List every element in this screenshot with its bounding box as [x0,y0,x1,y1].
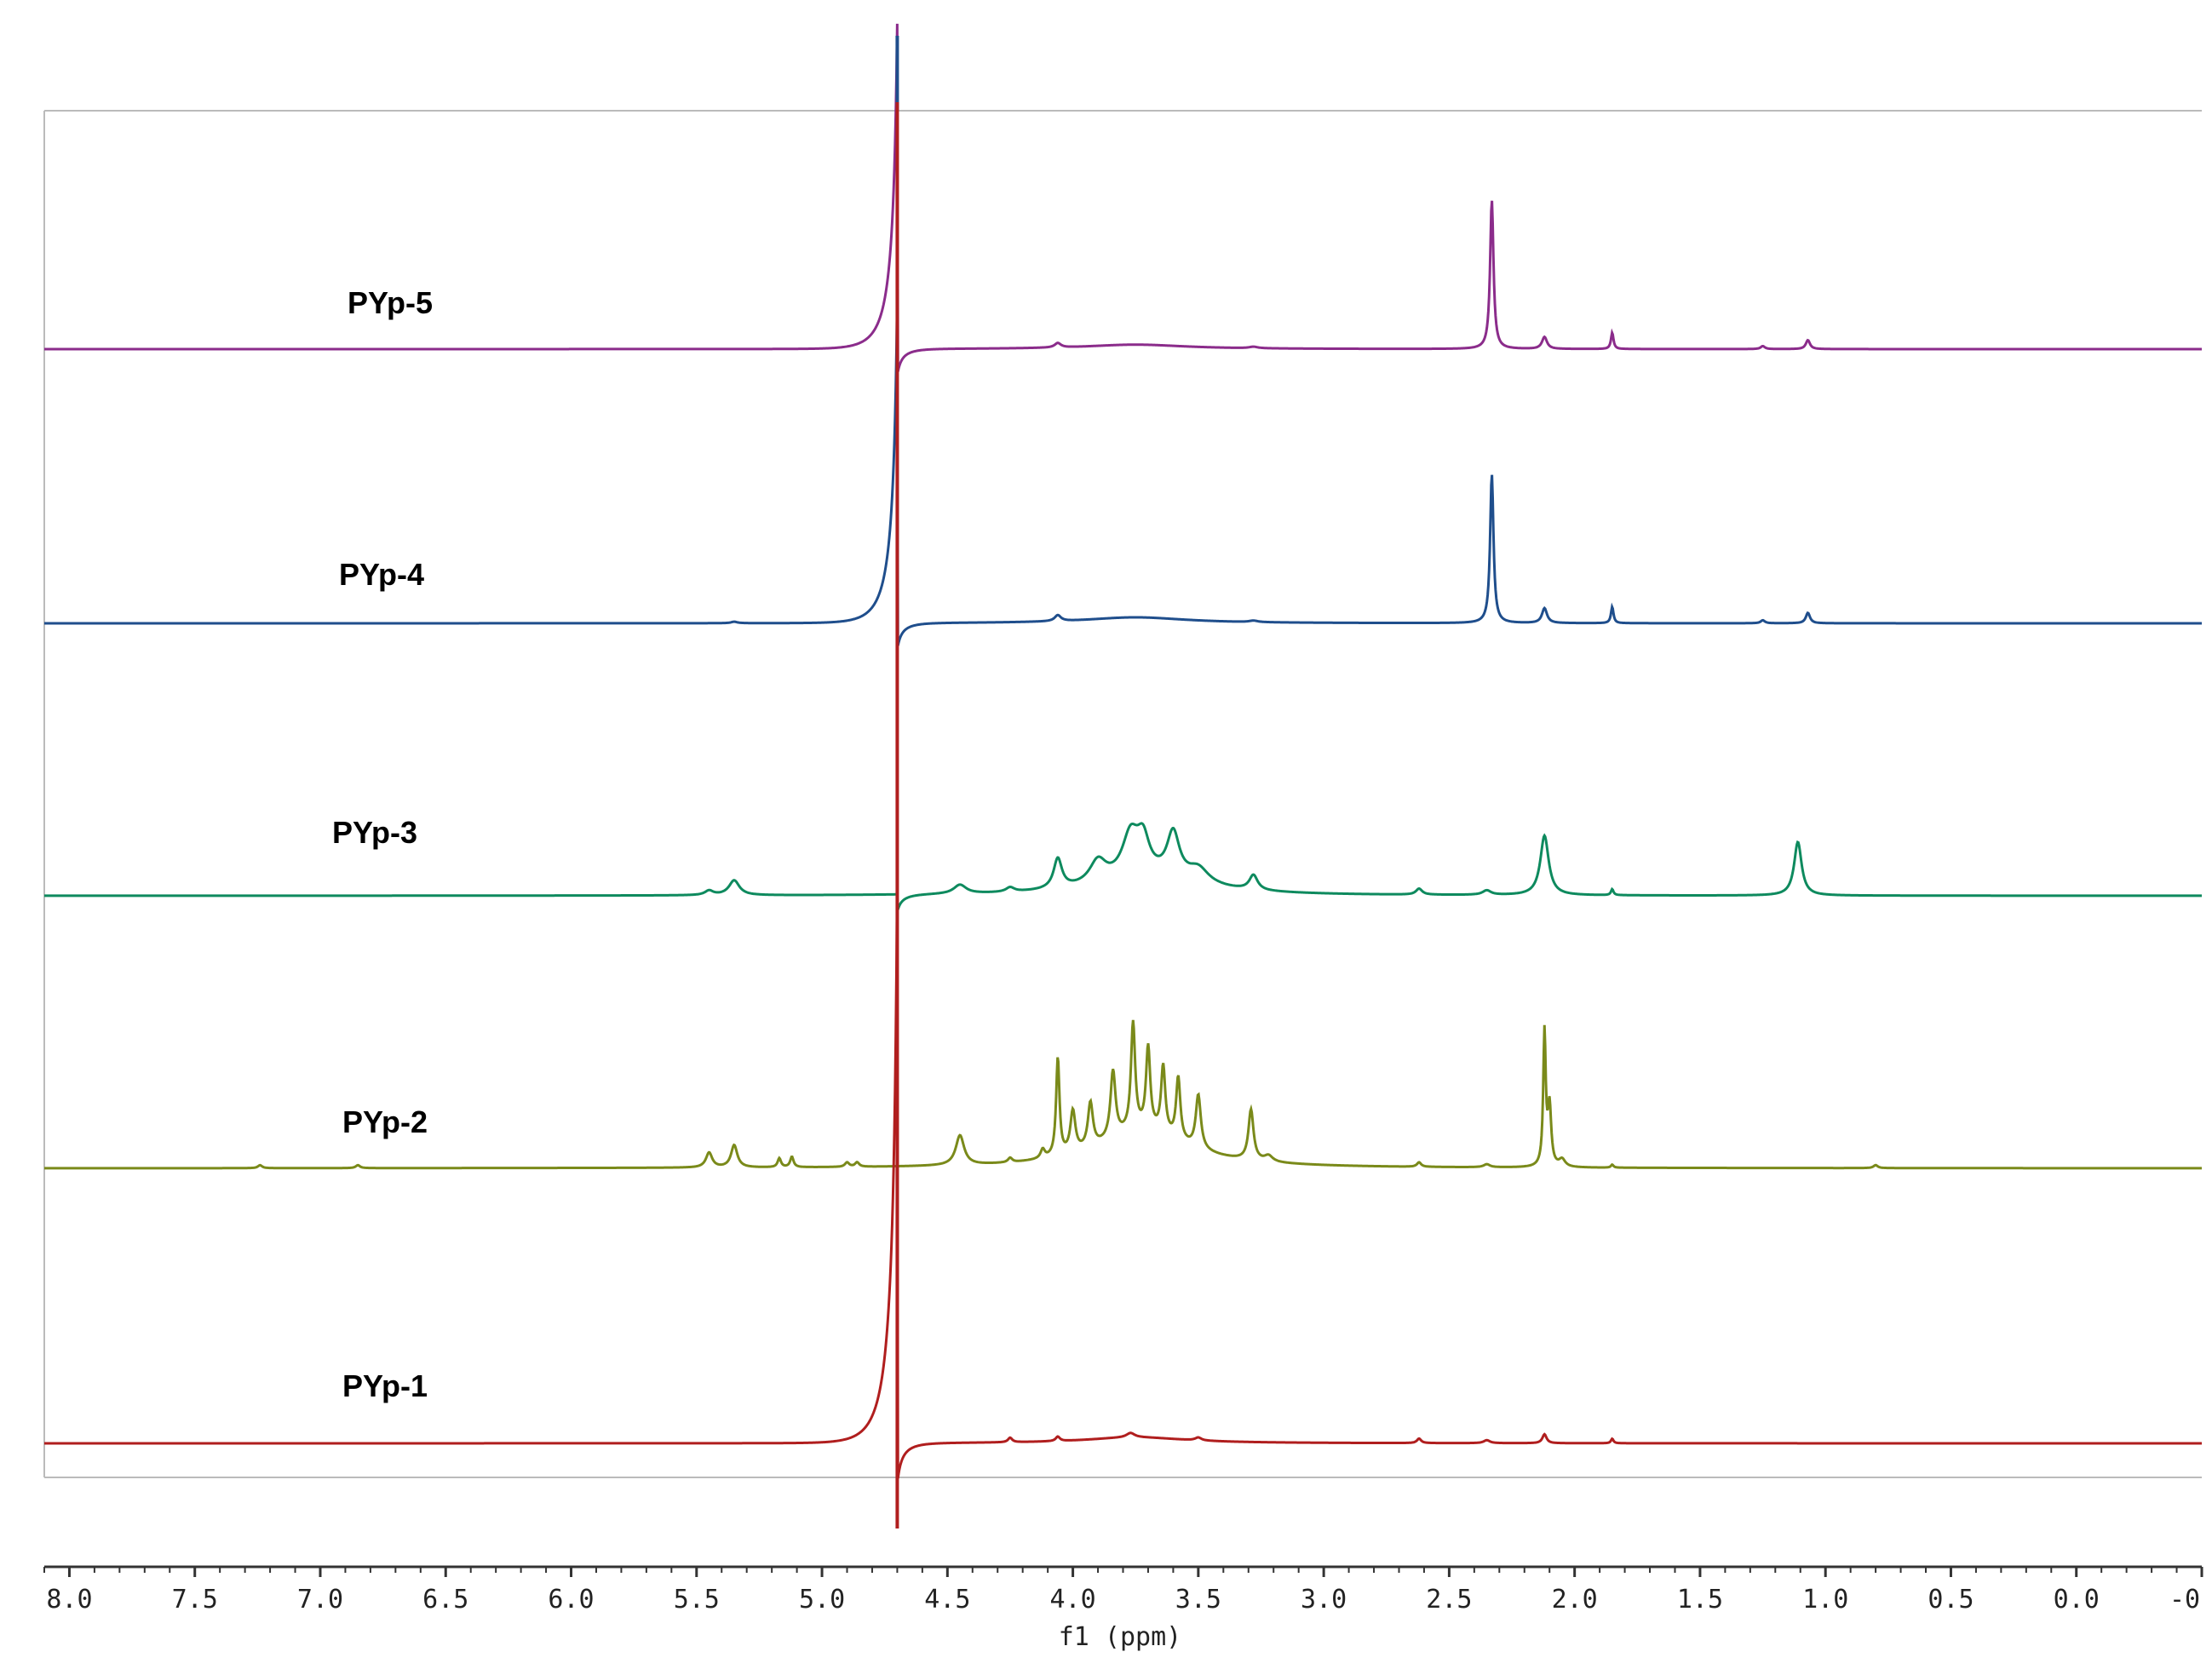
x-tick-label: 5.5 [674,1585,720,1615]
x-tick-label: 4.0 [1049,1585,1095,1615]
x-tick-label: 1.5 [1677,1585,1723,1615]
x-tick-label: 3.0 [1301,1585,1347,1615]
trace-label-pyp-4: PYp-4 [339,557,424,592]
x-axis-title: f1 (ppm) [1059,1622,1182,1652]
trace-label-pyp-1: PYp-1 [342,1368,428,1403]
x-tick-label: 5.0 [799,1585,845,1615]
x-axis: 8.0 7.5 7.0 6.5 6.0 5.5 5.0 4.5 4.0 3.5 3.0 2.5 2.0 1… [43,1565,2203,1652]
trace-label-pyp-5: PYp-5 [348,285,433,320]
x-axis-ticks: 8.0 7.5 7.0 6.5 6.0 5.5 5.0 4.5 4.0 3.5 3.0 2.5 2.0 1… [43,1567,2203,1615]
spectrum-trace-pyp-1 [44,881,2202,1479]
x-tick-label: 8.0 [46,1585,92,1615]
x-tick-label: 2.0 [1552,1585,1598,1615]
trace-labels: PYp-5 PYp-4 PYp-3 PYp-2 PYp-1 [332,285,433,1403]
trace-label-pyp-2: PYp-2 [342,1104,428,1139]
spectra-layer [44,23,2202,1528]
x-tick-label: 7.5 [172,1585,218,1615]
spectrum-trace-pyp-5 [44,23,2202,372]
x-tick-label: 4.5 [924,1585,970,1615]
spectrum-trace-pyp-3 [44,822,2202,910]
spectrum-trace-pyp-2 [44,1019,2202,1170]
x-tick-label: 1.0 [1802,1585,1848,1615]
x-tick-label: 7.0 [297,1585,343,1615]
x-tick-label: 6.5 [422,1585,468,1615]
x-tick-label: 0.5 [1928,1585,1974,1615]
spectrum-trace-pyp-4 [44,297,2202,646]
x-tick-label: 3.5 [1175,1585,1221,1615]
trace-label-pyp-3: PYp-3 [332,815,417,850]
x-tick-label: 0.0 [2054,1585,2100,1615]
x-tick-label: -0 [2169,1585,2200,1615]
x-tick-label: 2.5 [1426,1585,1472,1615]
x-tick-label: 6.0 [548,1585,594,1615]
